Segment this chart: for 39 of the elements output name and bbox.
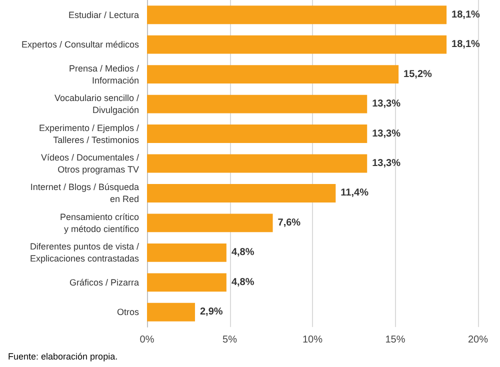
y-tick-label: Pensamiento crítico y método científico: [60, 212, 139, 234]
bar: [147, 154, 368, 173]
y-tick-label: Experimento / Ejemplos / Talleres / Testimonios: [38, 122, 140, 145]
data-label: 13,3%: [372, 128, 401, 140]
source-note: Fuente: elaboración propia.: [8, 352, 118, 362]
x-tick-label: 5%: [222, 334, 238, 346]
y-tick-label: Otros: [116, 307, 140, 318]
bar: [147, 214, 273, 232]
data-label: 11,4%: [340, 188, 369, 199]
y-tick-label: Expertos / Consultar médicos: [21, 40, 140, 50]
x-tick-label: 0%: [140, 334, 154, 346]
data-label: 18,1%: [452, 39, 480, 50]
bar: [147, 273, 226, 292]
data-label: 4,8%: [231, 276, 254, 288]
bar: [147, 302, 195, 322]
bar: [147, 65, 399, 84]
data-label: 15,2%: [404, 68, 432, 80]
bar: [147, 6, 447, 24]
data-label: 2,9%: [200, 306, 223, 318]
y-tick-label: Vocabulario sencillo / Divulgación: [54, 93, 140, 116]
data-label: 13,3%: [372, 98, 401, 110]
data-label: 18,1%: [452, 9, 480, 20]
y-tick-label: Internet / Blogs / Búsqueda en Red: [30, 182, 139, 204]
y-tick-label: Diferentes puntos de vista / Explicaciones contrastadas: [30, 242, 140, 264]
x-tick-label: 15%: [385, 334, 406, 346]
bar: [147, 184, 336, 202]
x-tick-label: 20%: [468, 334, 488, 346]
y-tick-label: Vídeos / Documentales / Otros programas TV: [40, 152, 140, 174]
data-label: 4,8%: [231, 247, 254, 258]
bar: [147, 94, 368, 114]
bar: [147, 124, 368, 143]
y-tick-label: Gráficos / Pizarra: [69, 277, 139, 288]
x-tick-label: 10%: [302, 334, 323, 346]
data-label: 7,6%: [278, 217, 301, 228]
data-label: 13,3%: [372, 158, 401, 169]
bar: [147, 243, 226, 262]
y-tick-label: Prensa / Medios / Información: [68, 63, 140, 86]
bar: [147, 35, 447, 54]
y-tick-label: Estudiar / Lectura: [68, 10, 139, 20]
